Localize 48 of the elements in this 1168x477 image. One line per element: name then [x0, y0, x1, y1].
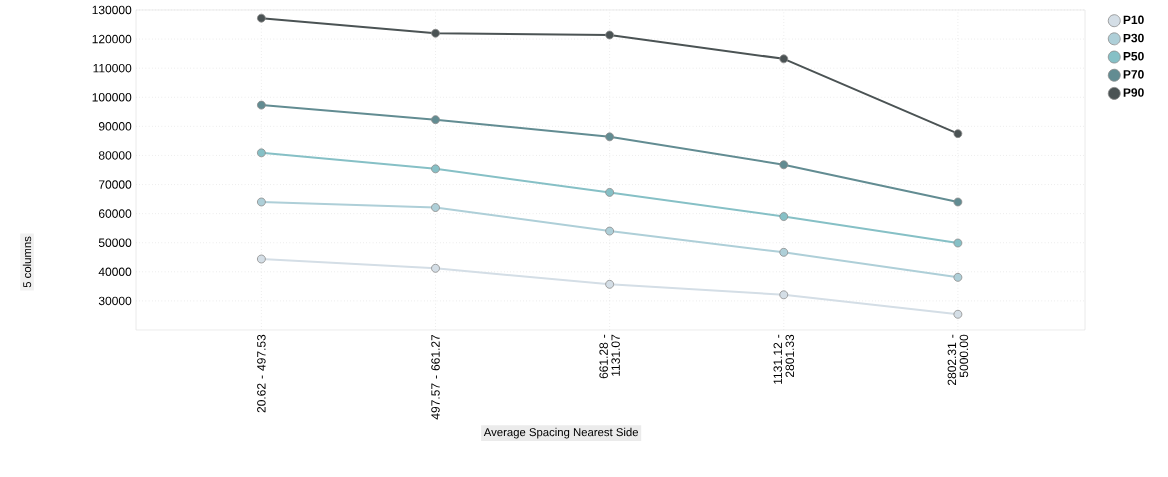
y-tick-label: 70000 [98, 180, 132, 189]
point [953, 238, 963, 248]
point [779, 290, 789, 300]
point [256, 13, 266, 23]
point [605, 279, 615, 289]
y-tick-label: 30000 [98, 296, 132, 306]
legend-label: P50 [1123, 51, 1144, 61]
point [605, 226, 615, 236]
point [953, 309, 963, 319]
x-tick-label: 497.57 - 661.27 [431, 334, 440, 420]
point [779, 212, 789, 221]
point [431, 164, 440, 174]
x-tick-label: 1131.12 - 2801.33 [773, 334, 795, 384]
point [953, 129, 963, 139]
y-tick-label: 130000 [92, 5, 132, 15]
y-tick-label: 40000 [98, 267, 132, 277]
point [779, 160, 789, 170]
legend-label: P30 [1123, 33, 1144, 43]
point [605, 30, 615, 40]
y-tick-label: 100000 [92, 93, 132, 102]
point [256, 254, 266, 264]
point [256, 100, 266, 110]
legend-label: P10 [1123, 15, 1144, 25]
point [605, 187, 615, 197]
y-tick-label: 60000 [98, 209, 132, 218]
point [605, 132, 615, 142]
point [431, 263, 440, 273]
point [779, 54, 789, 64]
point [953, 272, 963, 282]
x-axis-title: Average Spacing Nearest Side [483, 427, 639, 439]
point [953, 197, 963, 207]
x-tick-label: 2802.31 - 5000.00 [947, 334, 969, 386]
legend-label: P70 [1123, 70, 1144, 79]
point [779, 247, 789, 257]
y-tick-label: 120000 [92, 34, 132, 44]
text: 5 columns [22, 236, 32, 288]
point [431, 28, 440, 38]
x-tick-label: 20.62 - 497.53 [257, 334, 266, 413]
x-tick-label: 661.28 - 1131.07 [599, 334, 620, 379]
point [431, 115, 440, 125]
point [256, 148, 266, 158]
point [256, 197, 266, 207]
point [431, 203, 440, 212]
y-tick-label: 50000 [98, 238, 132, 247]
legend-label: P90 [1123, 88, 1144, 97]
y-tick-label: 110000 [93, 63, 132, 73]
y-tick-label: 90000 [98, 122, 132, 131]
y-tick-label: 80000 [98, 151, 132, 160]
